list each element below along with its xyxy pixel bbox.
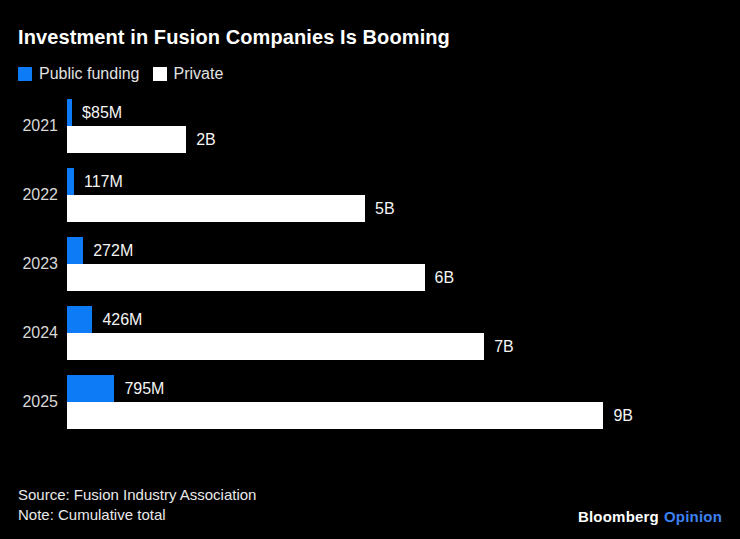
- public-funding-bar: [67, 375, 114, 402]
- bar-group: 2025 795M 9B: [18, 375, 722, 429]
- chart-title: Investment in Fusion Companies Is Boomin…: [18, 26, 722, 48]
- chart-footer: Source: Fusion Industry Association Note…: [18, 485, 722, 525]
- year-label: 2022: [18, 186, 58, 204]
- legend-label-public-funding: Public funding: [39, 65, 140, 83]
- year-label: 2023: [18, 255, 58, 273]
- bloomberg-opinion-logo: Bloomberg Opinion: [578, 508, 722, 525]
- private-bar: [67, 126, 186, 153]
- public-value-label: 795M: [124, 380, 164, 398]
- chart-container: Investment in Fusion Companies Is Boomin…: [0, 0, 740, 539]
- private-bar: [67, 333, 484, 360]
- private-value-label: 2B: [196, 131, 216, 149]
- bar-group: 2024 426M 7B: [18, 306, 722, 360]
- bar-chart: 2021 $85M 2B 2022 117M: [18, 99, 722, 429]
- private-swatch-icon: [153, 67, 167, 81]
- private-value-label: 5B: [375, 200, 395, 218]
- public-funding-bar: [67, 306, 92, 333]
- note-text: Note: Cumulative total: [18, 505, 256, 525]
- year-label: 2024: [18, 324, 58, 342]
- bar-group: 2022 117M 5B: [18, 168, 722, 222]
- private-bar: [67, 264, 425, 291]
- private-value-label: 7B: [494, 338, 514, 356]
- legend: Public funding Private: [18, 65, 722, 83]
- private-value-label: 6B: [435, 269, 455, 287]
- private-bar: [67, 402, 603, 429]
- private-bar: [67, 195, 365, 222]
- legend-item-public-funding: Public funding: [18, 65, 140, 83]
- public-value-label: $85M: [82, 104, 122, 122]
- public-value-label: 272M: [93, 242, 133, 260]
- opinion-wordmark: Opinion: [664, 508, 722, 525]
- bloomberg-wordmark: Bloomberg: [578, 508, 659, 525]
- public-value-label: 426M: [102, 311, 142, 329]
- public-funding-bar: [67, 168, 74, 195]
- bar-group: 2023 272M 6B: [18, 237, 722, 291]
- year-label: 2021: [18, 117, 58, 135]
- source-text: Source: Fusion Industry Association: [18, 485, 256, 505]
- public-value-label: 117M: [84, 173, 123, 191]
- legend-item-private: Private: [153, 65, 224, 83]
- bar-group: 2021 $85M 2B: [18, 99, 722, 153]
- year-label: 2025: [18, 393, 58, 411]
- legend-label-private: Private: [174, 65, 224, 83]
- private-value-label: 9B: [613, 407, 633, 425]
- public-funding-bar: [67, 99, 72, 126]
- public-funding-bar: [67, 237, 83, 264]
- public-funding-swatch-icon: [18, 67, 32, 81]
